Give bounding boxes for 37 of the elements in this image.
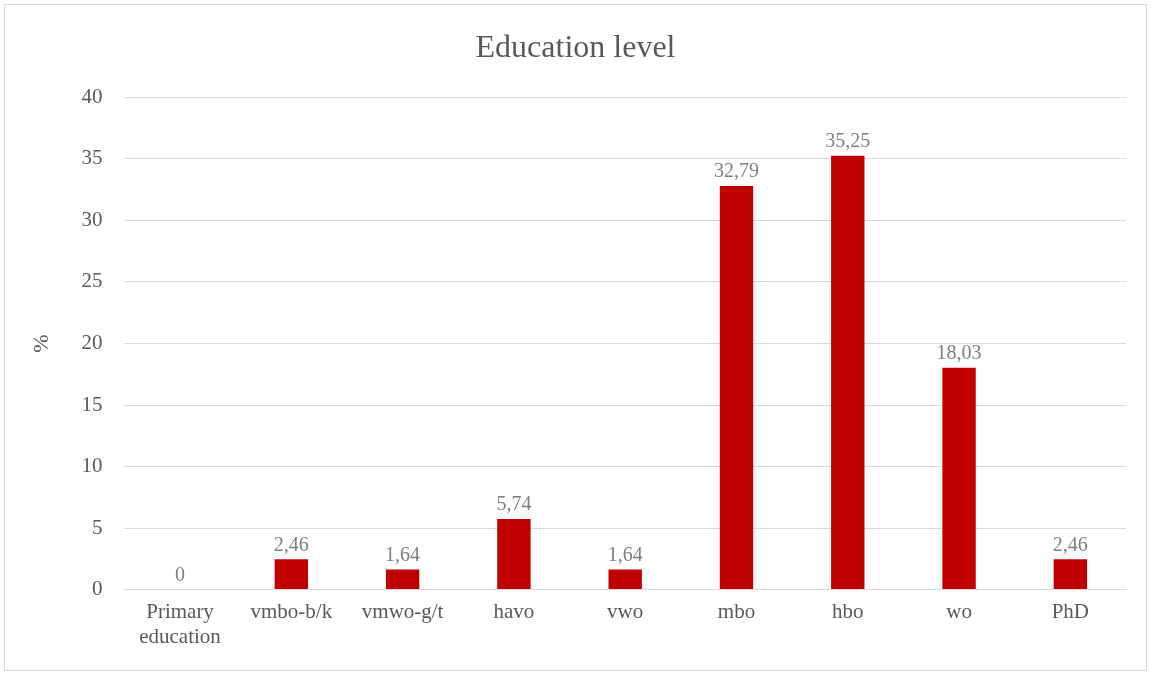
y-tick-label: 40 bbox=[81, 83, 103, 108]
data-label: 32,79 bbox=[713, 159, 759, 182]
data-label: 5,74 bbox=[496, 492, 532, 515]
bar bbox=[831, 155, 865, 590]
y-tick-label: 25 bbox=[81, 268, 103, 293]
y-tick-label: 30 bbox=[81, 206, 103, 231]
bar bbox=[1053, 559, 1088, 590]
x-tick-label: PhD bbox=[1051, 598, 1090, 623]
y-tick-label: 35 bbox=[81, 145, 103, 170]
y-axis-title: % bbox=[27, 334, 53, 353]
bar bbox=[608, 569, 642, 590]
y-tick-label: 10 bbox=[81, 453, 103, 478]
y-tick-label: 20 bbox=[81, 330, 103, 355]
x-tick-label: vmbo-b/k bbox=[250, 598, 333, 623]
x-tick-label: wo bbox=[946, 598, 972, 623]
data-label: 0 bbox=[175, 562, 186, 585]
x-tick-label: vmwo-g/t bbox=[361, 598, 444, 623]
bar bbox=[274, 559, 309, 590]
x-tick-label: Primary education bbox=[139, 598, 222, 648]
bar bbox=[719, 186, 754, 590]
data-label: 2,46 bbox=[1052, 532, 1088, 555]
data-label: 35,25 bbox=[825, 129, 871, 152]
data-label: 1,64 bbox=[607, 542, 643, 565]
data-label: 18,03 bbox=[936, 340, 982, 363]
bar bbox=[385, 569, 420, 590]
chart-title: Education level bbox=[475, 27, 676, 64]
x-tick-label: hbo bbox=[832, 598, 864, 623]
y-tick-label: 5 bbox=[91, 514, 103, 539]
x-tick-label: vwo bbox=[607, 598, 644, 623]
x-tick-label: mbo bbox=[717, 598, 756, 623]
y-tick-label: 15 bbox=[81, 391, 103, 416]
bar bbox=[497, 518, 531, 590]
x-tick-label: havo bbox=[493, 598, 535, 623]
data-label: 2,46 bbox=[273, 532, 309, 555]
bar bbox=[942, 367, 976, 590]
data-label: 1,64 bbox=[385, 542, 421, 565]
y-tick-label: 0 bbox=[91, 576, 103, 601]
